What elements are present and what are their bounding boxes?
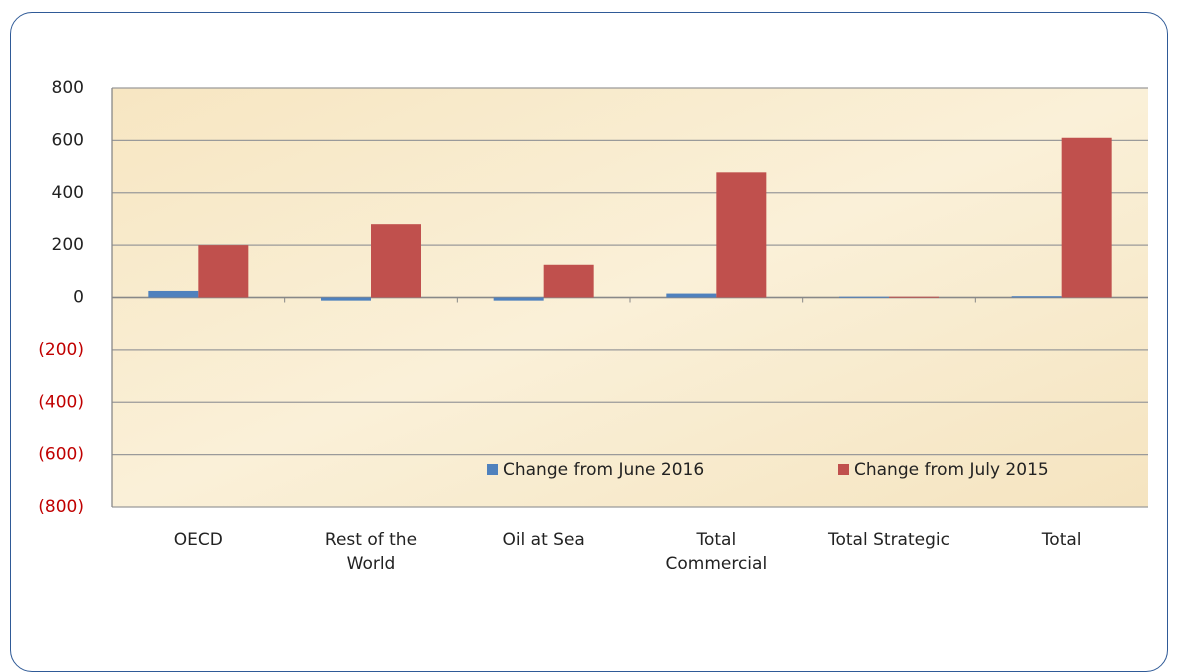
y-tick-label: 800: [52, 78, 84, 98]
y-tick-label: 200: [52, 235, 84, 255]
page: (800) (600) (400) (200) 0 200 400 600 800 Change …: [10, 12, 1168, 672]
bar: [839, 296, 889, 298]
legend-swatch: [838, 464, 849, 475]
bar: [1061, 137, 1112, 298]
x-tick-label: Total Strategic: [828, 530, 950, 550]
x-tick-label: Total Commercial: [665, 530, 768, 574]
y-tick-label: 0: [73, 288, 84, 308]
bar: [493, 297, 544, 301]
y-tick-label: 400: [52, 183, 84, 203]
x-tick-label: Rest of the World: [324, 530, 418, 574]
x-tick-label: Oil at Sea: [502, 530, 585, 550]
x-tick-label: OECD: [173, 530, 223, 550]
bar: [666, 293, 717, 298]
legend-swatch: [487, 464, 498, 475]
y-tick-label: (800): [38, 497, 84, 517]
bar: [543, 264, 594, 298]
legend-label: Change from June 2016: [503, 460, 704, 480]
bar: [198, 245, 249, 298]
y-tick-label: (400): [38, 392, 84, 412]
y-tick-label: (600): [38, 445, 84, 465]
bar: [148, 290, 199, 298]
chart: (800) (600) (400) (200) 0 200 400 600 800 Change …: [38, 78, 1148, 517]
bar: [716, 172, 767, 298]
x-tick-label: Total: [1041, 530, 1082, 550]
bar: [371, 224, 421, 298]
bar: [889, 296, 939, 298]
legend-label: Change from July 2015: [854, 460, 1049, 480]
y-tick-label: (200): [38, 340, 84, 360]
bar: [1011, 296, 1062, 298]
bar: [321, 297, 371, 301]
y-tick-label: 600: [52, 130, 84, 150]
